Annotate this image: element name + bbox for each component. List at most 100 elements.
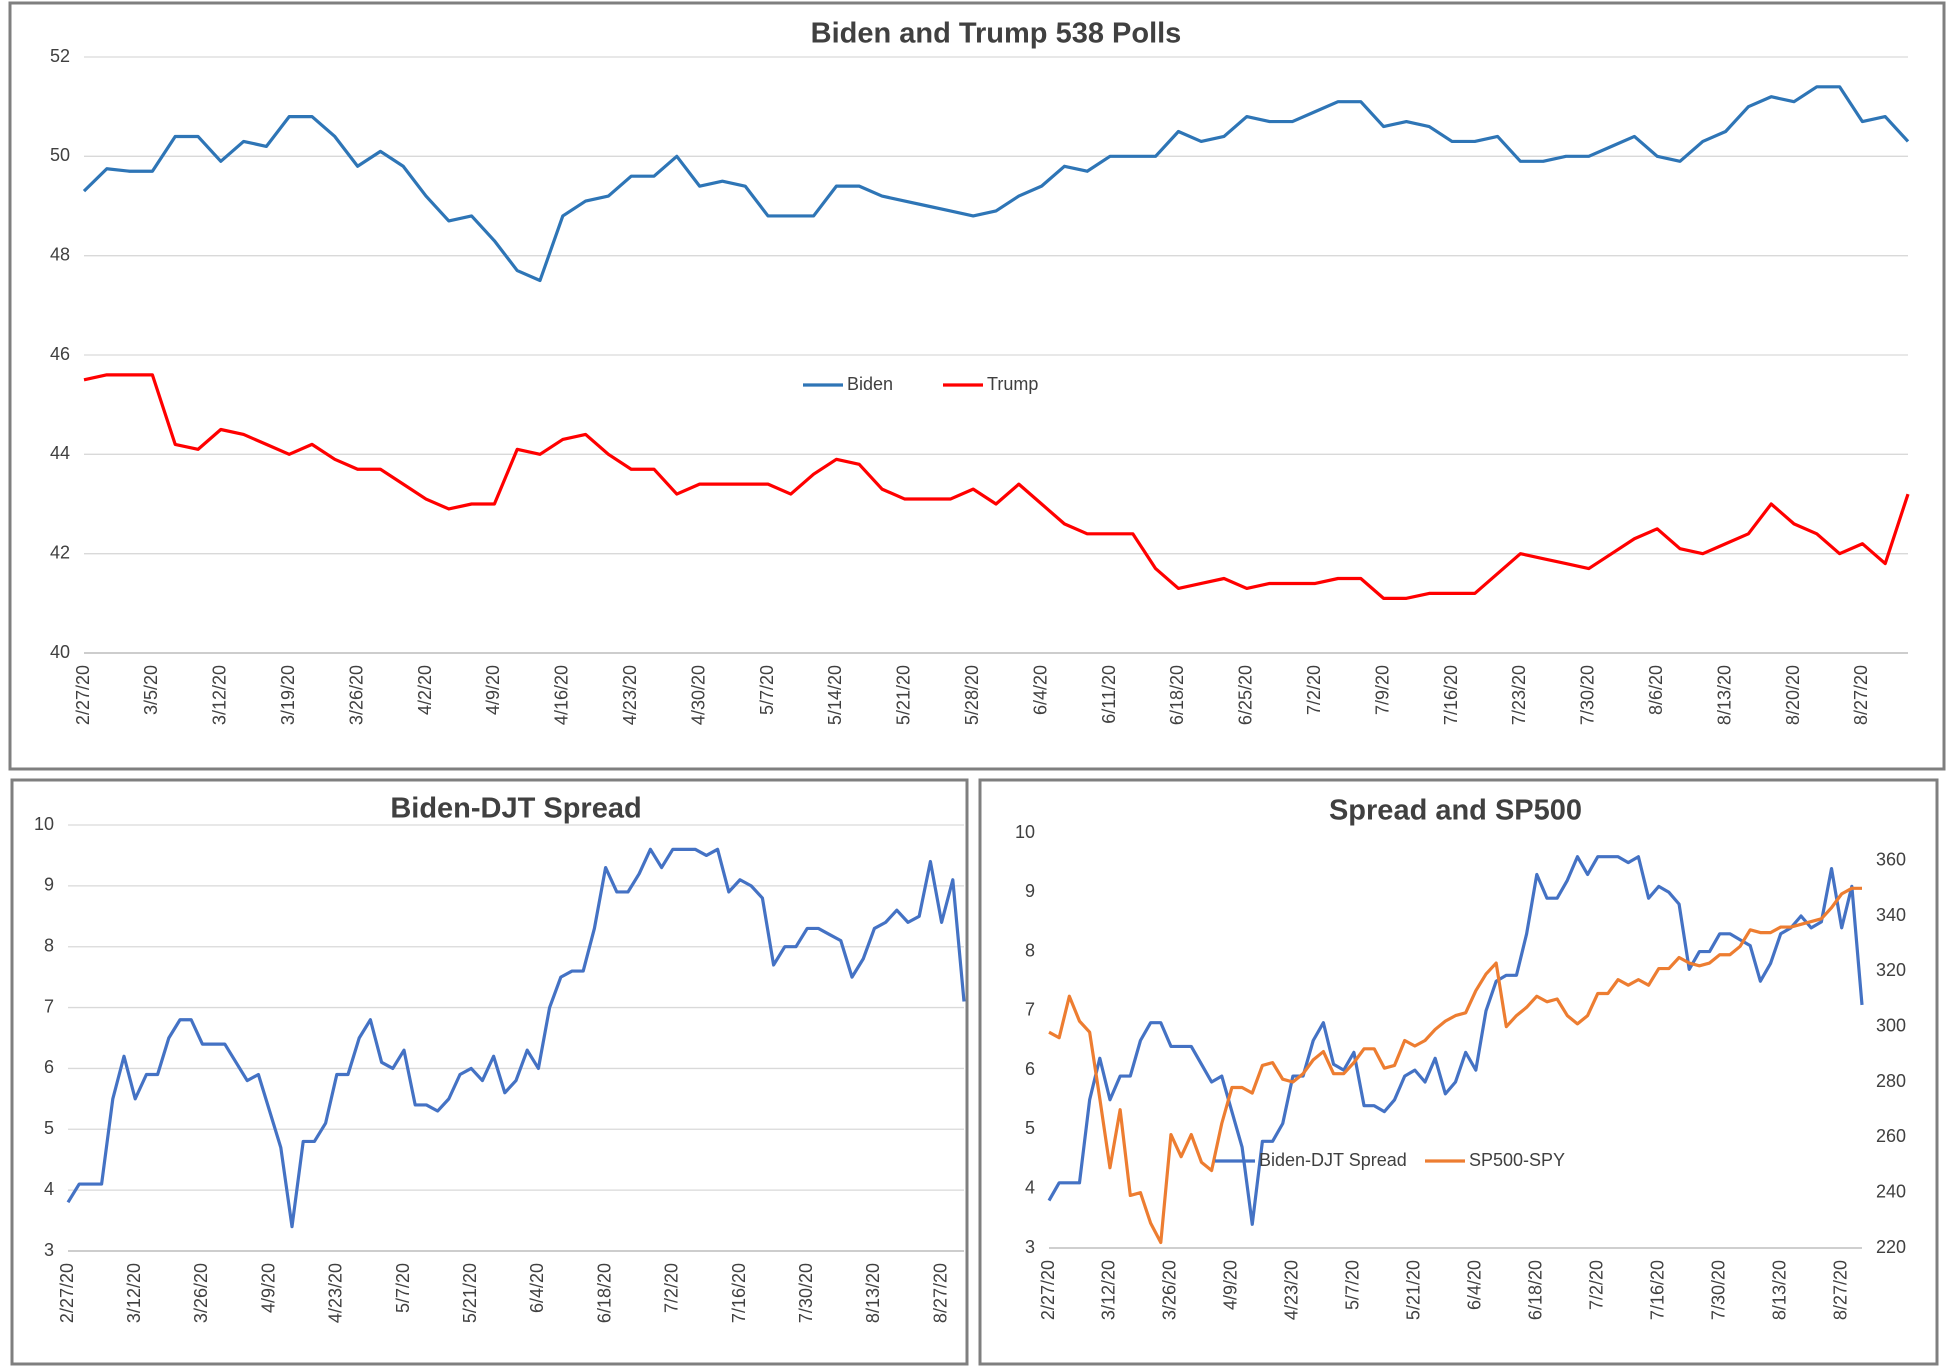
y-tick-label: 5 xyxy=(44,1118,54,1138)
x-tick-label: 2/27/20 xyxy=(1038,1260,1058,1320)
y-tick-label: 46 xyxy=(50,344,70,364)
x-tick-label: 7/23/20 xyxy=(1509,665,1529,725)
y2-tick-label: 220 xyxy=(1876,1237,1906,1257)
y2-tick-label: 260 xyxy=(1876,1126,1906,1146)
x-tick-label: 8/27/20 xyxy=(930,1263,950,1323)
y2-tick-label: 360 xyxy=(1876,849,1906,869)
x-tick-label: 7/30/20 xyxy=(1578,665,1598,725)
x-tick-label: 3/5/20 xyxy=(141,665,161,715)
x-tick-label: 7/30/20 xyxy=(796,1263,816,1323)
y-tick-label: 5 xyxy=(1025,1118,1035,1138)
chart-title: Spread and SP500 xyxy=(1329,795,1582,827)
chart-title: Biden-DJT Spread xyxy=(390,793,641,825)
y-tick-label: 6 xyxy=(44,1057,54,1077)
chart-title: Biden and Trump 538 Polls xyxy=(811,18,1182,50)
y-tick-label: 10 xyxy=(1015,822,1035,842)
series-line xyxy=(83,373,1910,600)
x-tick-label: 3/12/20 xyxy=(124,1263,144,1323)
y-tick-label: 40 xyxy=(50,642,70,662)
panel-frame xyxy=(978,778,1939,1366)
x-tick-label: 2/27/20 xyxy=(73,665,93,725)
x-tick-label: 5/14/20 xyxy=(825,665,845,725)
x-tick-label: 5/21/20 xyxy=(460,1263,480,1323)
series-line xyxy=(1047,855,1864,1226)
y-tick-label: 4 xyxy=(1025,1177,1035,1197)
y-tick-label: 6 xyxy=(1025,1059,1035,1079)
x-tick-label: 4/16/20 xyxy=(552,665,572,725)
y-tick-label: 8 xyxy=(44,935,54,955)
x-tick-label: 6/18/20 xyxy=(1526,1260,1546,1320)
x-tick-label: 8/27/20 xyxy=(1851,665,1871,725)
y2-tick-label: 280 xyxy=(1876,1071,1906,1091)
x-tick-label: 6/4/20 xyxy=(527,1263,547,1313)
x-tick-label: 7/16/20 xyxy=(1441,665,1461,725)
y-tick-label: 8 xyxy=(1025,940,1035,960)
x-tick-label: 5/7/20 xyxy=(1343,1260,1363,1310)
x-tick-label: 6/18/20 xyxy=(1167,665,1187,725)
y2-tick-label: 340 xyxy=(1876,905,1906,925)
x-tick-label: 3/26/20 xyxy=(1160,1260,1180,1320)
x-tick-label: 7/2/20 xyxy=(662,1263,682,1313)
y-tick-label: 10 xyxy=(34,814,54,834)
x-tick-label: 4/2/20 xyxy=(415,665,435,715)
y-tick-label: 48 xyxy=(50,244,70,264)
x-tick-label: 8/20/20 xyxy=(1783,665,1803,725)
x-tick-label: 3/12/20 xyxy=(210,665,230,725)
panel-frame xyxy=(8,1,1946,771)
y-tick-label: 9 xyxy=(44,875,54,895)
series-line xyxy=(1048,886,1862,1245)
x-tick-label: 7/16/20 xyxy=(1648,1260,1668,1320)
y2-tick-label: 240 xyxy=(1876,1181,1906,1201)
x-tick-label: 4/30/20 xyxy=(688,665,708,725)
x-tick-label: 6/4/20 xyxy=(1465,1260,1485,1310)
legend-label: Biden xyxy=(847,374,893,394)
x-tick-label: 4/23/20 xyxy=(326,1263,346,1323)
x-tick-label: 5/7/20 xyxy=(757,665,777,715)
x-tick-label: 8/13/20 xyxy=(1769,1260,1789,1320)
x-tick-label: 3/19/20 xyxy=(278,665,298,725)
x-tick-label: 3/12/20 xyxy=(1099,1260,1119,1320)
x-tick-label: 5/21/20 xyxy=(894,665,914,725)
x-tick-label: 5/7/20 xyxy=(393,1263,413,1313)
x-tick-label: 7/2/20 xyxy=(1304,665,1324,715)
x-tick-label: 5/28/20 xyxy=(962,665,982,725)
y-tick-label: 3 xyxy=(1025,1237,1035,1257)
x-tick-label: 8/13/20 xyxy=(863,1263,883,1323)
y-tick-label: 3 xyxy=(44,1240,54,1260)
y-tick-label: 42 xyxy=(50,542,70,562)
legend-label: SP500-SPY xyxy=(1469,1150,1565,1170)
x-tick-label: 4/9/20 xyxy=(483,665,503,715)
x-tick-label: 4/9/20 xyxy=(258,1263,278,1313)
x-tick-label: 3/26/20 xyxy=(191,1263,211,1323)
y2-tick-label: 300 xyxy=(1876,1015,1906,1035)
x-tick-label: 6/18/20 xyxy=(594,1263,614,1323)
panel-frame xyxy=(10,778,969,1366)
x-tick-label: 8/6/20 xyxy=(1646,665,1666,715)
x-tick-label: 7/9/20 xyxy=(1372,665,1392,715)
y-tick-label: 4 xyxy=(44,1179,54,1199)
legend-label: Biden-DJT Spread xyxy=(1259,1150,1407,1170)
x-tick-label: 6/11/20 xyxy=(1099,665,1119,724)
y-tick-label: 52 xyxy=(50,46,70,66)
series-line xyxy=(82,85,1910,283)
x-tick-label: 7/2/20 xyxy=(1587,1260,1607,1310)
y-tick-label: 50 xyxy=(50,145,70,165)
x-tick-label: 8/27/20 xyxy=(1830,1260,1850,1320)
series-line xyxy=(66,847,966,1229)
x-tick-label: 7/30/20 xyxy=(1708,1260,1728,1320)
x-tick-label: 6/4/20 xyxy=(1030,665,1050,715)
y-tick-label: 44 xyxy=(50,443,70,463)
y2-tick-label: 320 xyxy=(1876,960,1906,980)
x-tick-label: 8/13/20 xyxy=(1714,665,1734,725)
x-tick-label: 3/26/20 xyxy=(346,665,366,725)
y-tick-label: 9 xyxy=(1025,881,1035,901)
y-tick-label: 7 xyxy=(44,996,54,1016)
x-tick-label: 5/21/20 xyxy=(1404,1260,1424,1320)
x-tick-label: 2/27/20 xyxy=(57,1263,77,1323)
x-tick-label: 6/25/20 xyxy=(1236,665,1256,725)
legend-label: Trump xyxy=(987,374,1038,394)
x-tick-label: 4/23/20 xyxy=(620,665,640,725)
x-tick-label: 4/9/20 xyxy=(1221,1260,1241,1310)
x-tick-label: 4/23/20 xyxy=(1282,1260,1302,1320)
